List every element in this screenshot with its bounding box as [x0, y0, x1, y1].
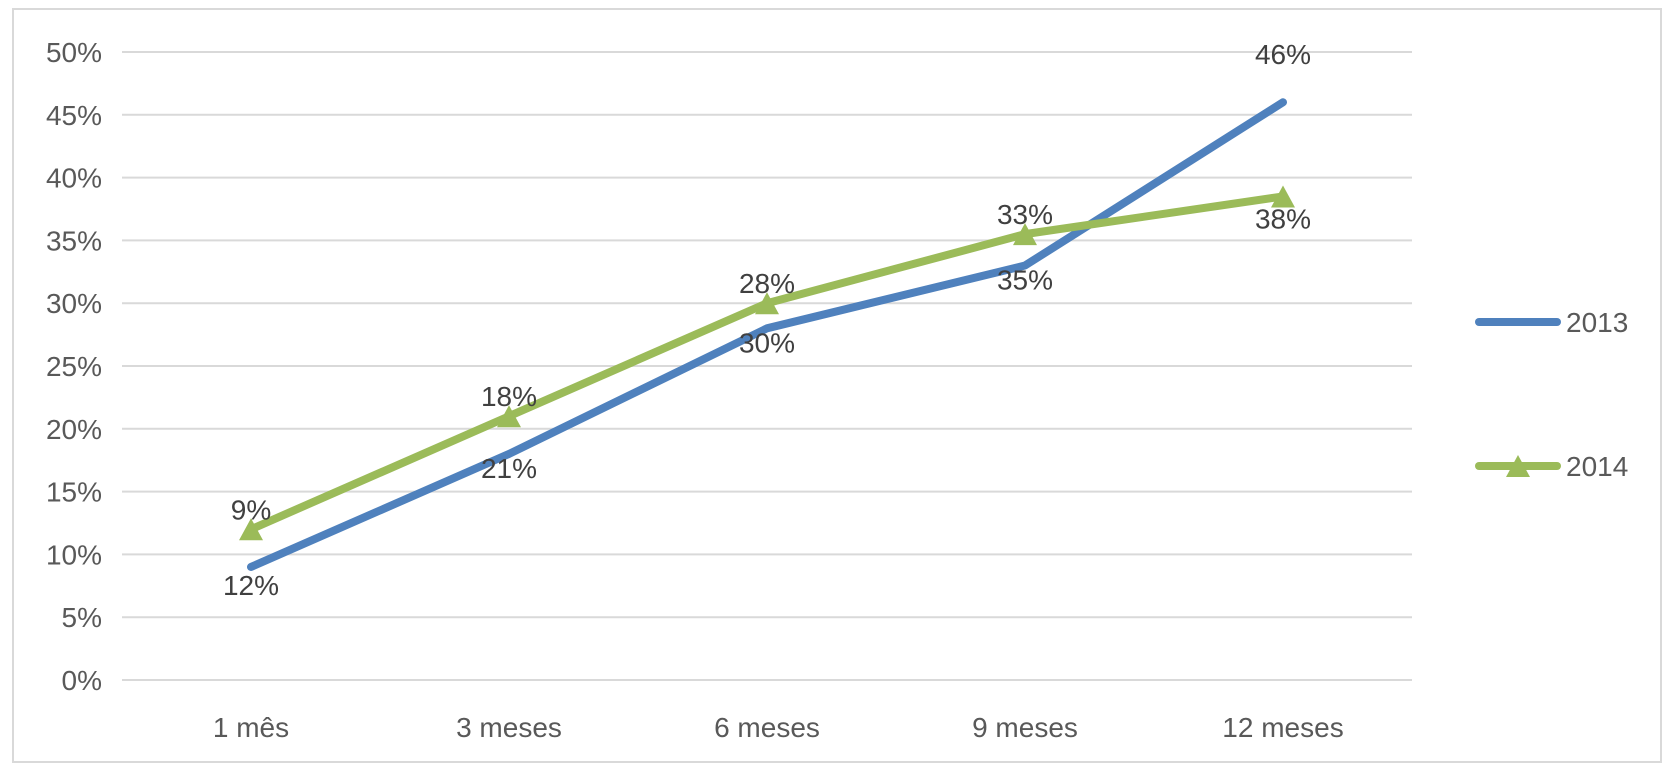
- data-label-2013: 30%: [739, 327, 795, 358]
- x-axis-tick-labels: 1 mês 3 meses 6 meses 9 meses 12 meses: [213, 712, 1344, 743]
- series-marker-2014: [755, 292, 779, 315]
- y-tick-label: 30%: [46, 288, 102, 319]
- legend-label-2014: 2014: [1566, 451, 1628, 482]
- gridlines: [122, 51, 1412, 681]
- data-label-2014: 18%: [481, 381, 537, 412]
- x-tick-label: 1 mês: [213, 712, 289, 743]
- y-tick-label: 25%: [46, 351, 102, 382]
- x-tick-label: 12 meses: [1222, 712, 1343, 743]
- x-tick-label: 6 meses: [714, 712, 820, 743]
- data-label-2014: 38%: [1255, 203, 1311, 234]
- y-tick-label: 5%: [62, 602, 102, 633]
- x-tick-label: 9 meses: [972, 712, 1078, 743]
- y-tick-label: 20%: [46, 414, 102, 445]
- data-label-2014: 33%: [997, 199, 1053, 230]
- series-point-2013: [1282, 101, 1284, 103]
- y-tick-label: 35%: [46, 225, 102, 256]
- data-label-2013: 46%: [1255, 39, 1311, 70]
- y-tick-label: 0%: [62, 665, 102, 696]
- legend: 2013 2014: [1475, 307, 1628, 482]
- series-point-2013: [250, 566, 252, 568]
- data-label-2014: 9%: [231, 494, 271, 525]
- series-marker-2014: [1271, 185, 1295, 208]
- y-tick-label: 15%: [46, 477, 102, 508]
- y-tick-label: 40%: [46, 163, 102, 194]
- series-line-2013: [247, 98, 1287, 571]
- data-label-2013: 35%: [997, 265, 1053, 296]
- data-labels: 12% 21% 30% 35% 46% 9% 18% 28% 33% 38%: [223, 39, 1311, 601]
- y-tick-label: 10%: [46, 539, 102, 570]
- series-lines: [239, 98, 1295, 571]
- data-label-2014: 28%: [739, 268, 795, 299]
- legend-marker-2014: [1506, 455, 1530, 477]
- data-label-2013: 12%: [223, 570, 279, 601]
- chart-frame: [12, 8, 1662, 763]
- y-axis-tick-labels: 0% 5% 10% 15% 20% 25% 30% 35% 40% 45% 50%: [46, 37, 102, 696]
- series-marker-2014: [497, 405, 521, 428]
- series-line-2014: [247, 192, 1287, 534]
- y-tick-label: 45%: [46, 100, 102, 131]
- x-tick-label: 3 meses: [456, 712, 562, 743]
- legend-label-2013: 2013: [1566, 307, 1628, 338]
- series-marker-2014: [239, 518, 263, 541]
- y-tick-label: 50%: [46, 37, 102, 68]
- data-label-2013: 21%: [481, 453, 537, 484]
- series-marker-2014: [1013, 223, 1037, 246]
